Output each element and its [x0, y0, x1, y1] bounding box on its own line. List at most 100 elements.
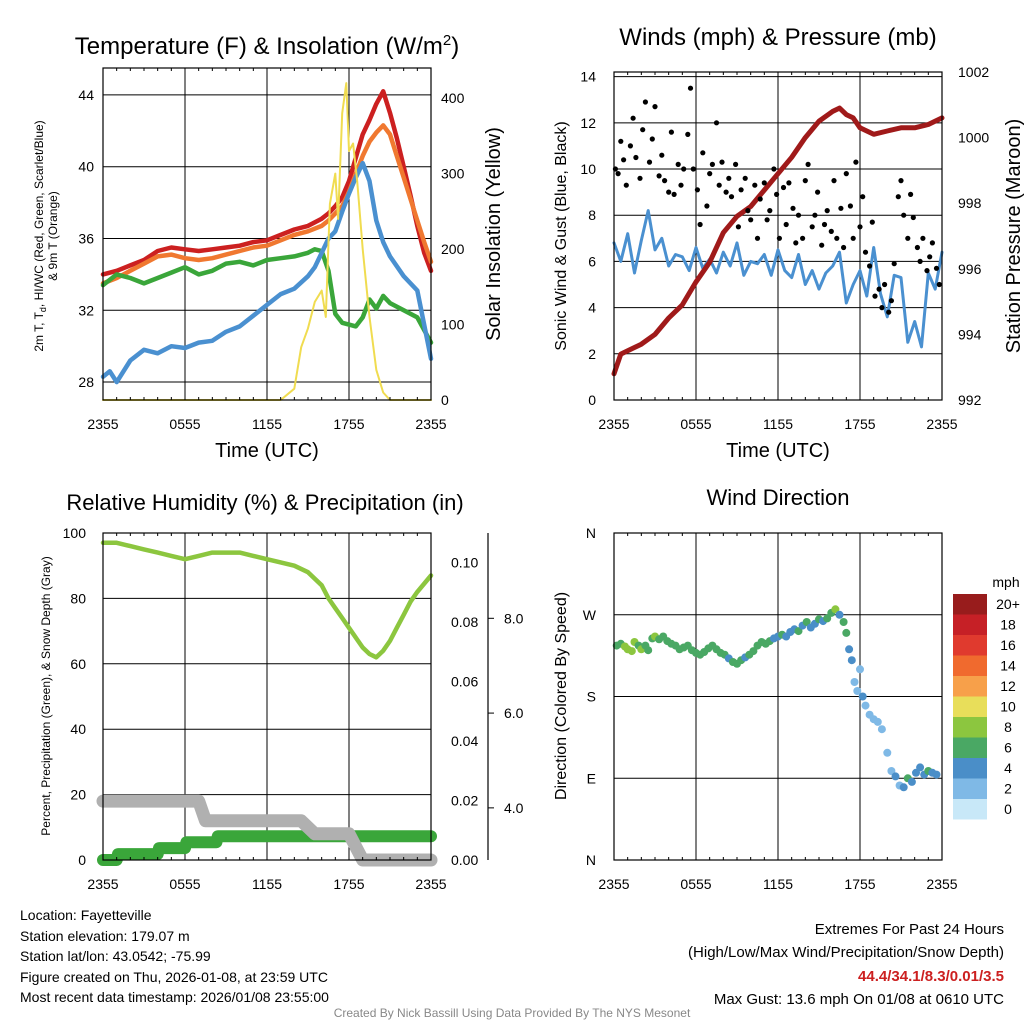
winds-gust-point [838, 205, 844, 211]
winds-gust-point [666, 189, 672, 195]
winds-gust-point [709, 161, 716, 167]
winds-ytick-label: 10 [580, 161, 596, 177]
temp-xlabel: Time (UTC) [215, 440, 319, 462]
winds-gust-point [668, 129, 675, 135]
winds-gust-point [819, 242, 825, 248]
winds-gust-point [623, 182, 629, 188]
wdir-direction-point [856, 665, 864, 674]
wdir-direction-point [883, 748, 892, 757]
rh-y3tick-label: 4.0 [504, 800, 524, 816]
station-info: Location: Fayetteville Station elevation… [20, 905, 329, 1008]
winds-gust-point [790, 205, 796, 211]
winds-y2tick-label: 994 [958, 326, 982, 342]
winds-gust-point [927, 254, 933, 260]
winds-gust-point [933, 265, 940, 271]
winds-gust-point [733, 161, 739, 167]
wdir-legend-swatch [953, 594, 987, 615]
winds-gust-point [891, 261, 897, 267]
max-gust: Max Gust: 13.6 mph On 01/08 at 0610 UTC [713, 990, 1004, 1008]
wdir-direction-point [842, 628, 851, 637]
temp-ytick-label: 40 [78, 159, 94, 175]
rh-y2tick-label: 0.04 [451, 733, 478, 749]
temp-xtick-label: 2355 [87, 416, 118, 432]
rh-y3tick-label: 6.0 [504, 705, 524, 721]
winds-gust-point [713, 120, 720, 126]
wdir-legend-label: 0 [1004, 801, 1012, 817]
winds-ylabel: Sonic Wind & Gust (Blue, Black) [553, 121, 570, 350]
winds-gust-point [687, 85, 694, 91]
winds-y2tick-label: 998 [958, 195, 982, 211]
wdir-minor-xticks [613, 533, 943, 860]
winds-gust-point [860, 194, 866, 200]
winds-ytick-label: 6 [588, 253, 596, 269]
wdir-legend-label: 20+ [996, 596, 1020, 612]
winds-xtick-label: 0555 [680, 416, 711, 432]
wdir-legend-swatch [953, 778, 987, 799]
rh-y3tick-label: 8.0 [504, 610, 524, 626]
winds-gust-point [929, 240, 936, 246]
rh-ytick-label: 20 [70, 787, 86, 803]
wdir-title: Wind Direction [706, 485, 849, 510]
winds-gust-point [910, 214, 916, 221]
wdir-legend-label: 8 [1004, 719, 1012, 735]
rh-ytick-label: 0 [78, 852, 86, 868]
wdir-legend-swatch [953, 737, 987, 758]
winds-gust-point [853, 159, 859, 165]
wdir-legend-swatch [953, 635, 987, 656]
temp-title: Temperature (F) & Insolation (W/m2) [75, 32, 459, 60]
rh-ytick-label: 60 [70, 656, 86, 672]
winds-ylabel-right: Station Pressure (Maroon) [1003, 119, 1024, 354]
rh-ytick-label: 80 [70, 590, 86, 606]
winds-gust-point [895, 194, 901, 200]
winds-gust-point [898, 178, 904, 184]
winds-gust-point [646, 159, 653, 165]
wdir-ylabel: Direction (Colored By Speed) [553, 592, 570, 800]
winds-gust-point [726, 175, 732, 181]
winds-gust-point [748, 217, 754, 223]
winds-ytick-label: 8 [588, 207, 596, 223]
temp-y2tick-label: 400 [441, 90, 465, 106]
wdir-direction-point [802, 618, 811, 626]
wdir-xtick-label: 2355 [926, 876, 957, 892]
recent-data-timestamp: Most recent data timestamp: 2026/01/08 2… [20, 989, 329, 1006]
temp-series-td [100, 247, 434, 345]
winds-gust-point [786, 180, 792, 186]
winds-series-pressure [611, 105, 945, 377]
winds-gust-point [821, 221, 828, 228]
rh-xtick-label: 2355 [87, 876, 118, 892]
temp-series-wc [100, 160, 434, 385]
winds-gust-point [618, 138, 624, 144]
wdir-direction-point [861, 701, 870, 710]
rh-xtick-label: 1155 [252, 876, 282, 892]
wdir-ytick-label: W [583, 607, 597, 623]
wdir-direction-point [847, 656, 856, 665]
winds-gust-point [886, 309, 892, 315]
wdir-ytick-label: E [587, 770, 596, 786]
wdir-direction-point [845, 645, 854, 654]
wdir-legend-swatch [953, 696, 987, 717]
winds-gust-point [640, 127, 646, 133]
temp-xtick-label: 1155 [252, 416, 282, 432]
winds-gust-point [738, 187, 744, 193]
winds-ytick-label: 0 [588, 392, 596, 408]
temp-y2tick-label: 200 [441, 241, 465, 257]
temp-ylabel-line2: & 9m T (Orange) [46, 191, 60, 281]
winds-gust-point [879, 305, 885, 311]
wdir-direction-point [831, 605, 840, 614]
winds-gust-point [834, 235, 840, 241]
winds-gust-point [812, 212, 818, 218]
winds-y2tick-label: 1002 [958, 64, 989, 80]
winds-gust-point [649, 136, 655, 142]
winds-gust-point [690, 166, 696, 172]
winds-gust-point [719, 159, 725, 165]
winds-gust-point [637, 175, 643, 181]
winds-gust-point [704, 203, 710, 209]
wdir-direction-point [823, 614, 832, 623]
rh-ytick-label: 40 [70, 721, 86, 737]
wdir-direction-point [877, 725, 886, 734]
winds-gust-point [716, 182, 722, 188]
temp-ytick-label: 36 [78, 230, 94, 246]
winds-ytick-label: 2 [588, 346, 596, 362]
wdir-xtick-label: 1755 [844, 876, 875, 892]
